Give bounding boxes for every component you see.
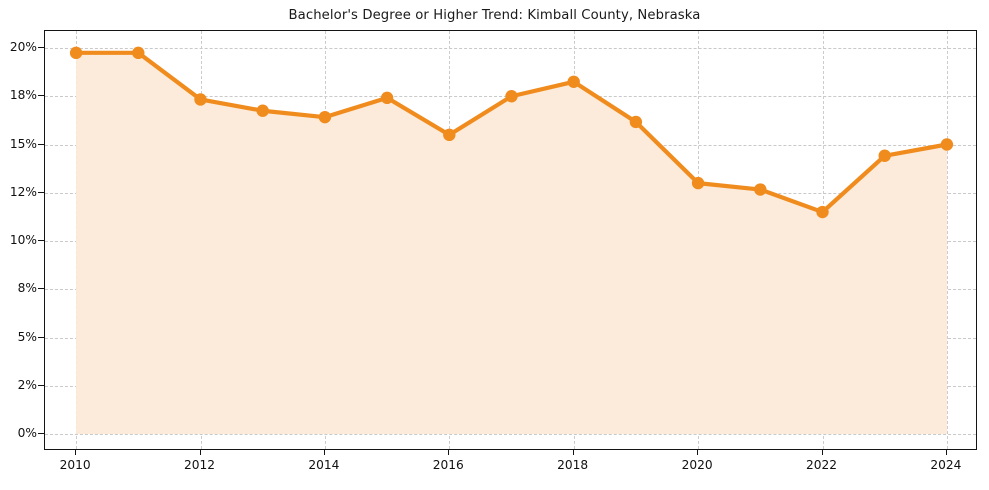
series-layer bbox=[69, 46, 954, 434]
x-tick-label-2020: 2020 bbox=[681, 458, 713, 472]
data-point-markers bbox=[69, 46, 954, 219]
gridline-y-0 bbox=[45, 434, 976, 435]
data-point-2017 bbox=[505, 90, 518, 103]
x-tick-mark-2010 bbox=[75, 450, 77, 455]
data-point-2019 bbox=[629, 115, 643, 129]
y-tick-label-10: 10% bbox=[9, 233, 37, 247]
data-point-2016 bbox=[443, 128, 456, 142]
y-tick-label-15: 15% bbox=[9, 136, 37, 151]
data-point-2022 bbox=[816, 205, 829, 219]
x-tick-label-2016: 2016 bbox=[432, 458, 464, 472]
data-point-2021 bbox=[754, 183, 767, 196]
data-point-2023 bbox=[878, 149, 891, 162]
x-tick-label-2012: 2012 bbox=[183, 458, 216, 472]
data-point-2024 bbox=[940, 138, 954, 151]
x-tick-label-2014: 2014 bbox=[308, 458, 340, 472]
data-point-2018 bbox=[567, 75, 580, 88]
gridline-y-20 bbox=[45, 48, 976, 49]
data-point-2015 bbox=[380, 91, 394, 105]
x-tick-mark-2020 bbox=[697, 450, 699, 455]
data-point-2010 bbox=[69, 46, 83, 60]
y-tick-label-18: 18% bbox=[9, 88, 37, 103]
data-point-2012 bbox=[194, 93, 207, 106]
y-tick-label-20: 20% bbox=[9, 40, 37, 54]
area-fill bbox=[76, 52, 947, 434]
y-tick-label-2: 2% bbox=[17, 377, 37, 392]
data-point-2014 bbox=[318, 110, 332, 124]
data-point-2013 bbox=[256, 104, 269, 117]
y-tick-label-12: 12% bbox=[9, 184, 37, 199]
y-tick-label-8: 8% bbox=[17, 281, 37, 296]
x-tick-label-2022: 2022 bbox=[805, 458, 838, 472]
x-tick-label-2024: 2024 bbox=[930, 458, 962, 472]
x-tick-mark-2024 bbox=[945, 450, 947, 455]
x-tick-mark-2014 bbox=[323, 450, 325, 455]
chart-title: Bachelor's Degree or Higher Trend: Kimba… bbox=[288, 8, 701, 23]
data-point-2020 bbox=[691, 176, 705, 190]
gridline-x-2024 bbox=[946, 31, 948, 449]
y-tick-label-5: 5% bbox=[17, 329, 37, 344]
x-tick-mark-2022 bbox=[821, 450, 823, 455]
x-tick-label-2010: 2010 bbox=[59, 458, 91, 472]
data-point-2011 bbox=[132, 46, 145, 60]
x-tick-mark-2016 bbox=[448, 450, 450, 455]
y-tick-label-0: 0% bbox=[17, 426, 37, 440]
x-tick-label-2018: 2018 bbox=[557, 458, 589, 472]
plot-area bbox=[44, 30, 977, 450]
x-tick-mark-2018 bbox=[572, 450, 574, 455]
x-tick-mark-2012 bbox=[199, 450, 201, 455]
